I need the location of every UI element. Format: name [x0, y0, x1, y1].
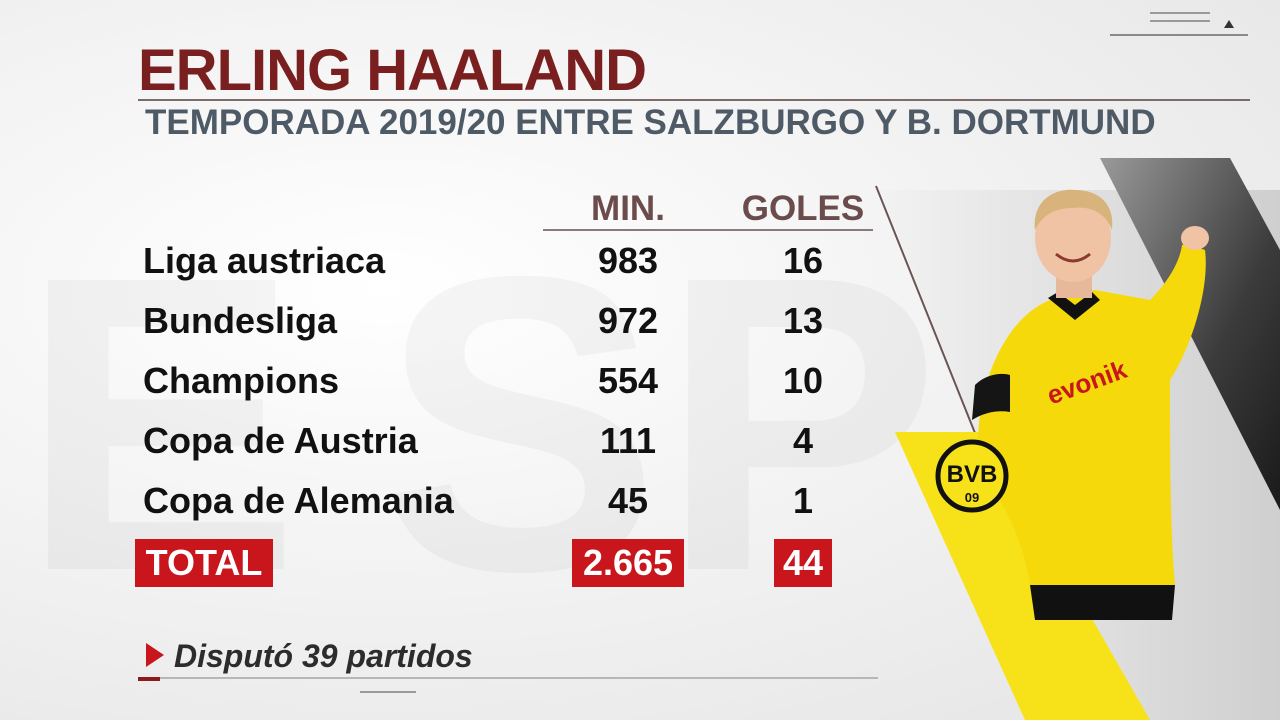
- minutes-value: 554: [597, 360, 659, 401]
- player-smile: [1055, 252, 1091, 263]
- minutes-value: 111: [599, 420, 657, 461]
- corner-rule: [1110, 34, 1248, 36]
- table-row: Champions 554 10: [0, 352, 880, 410]
- triangle-right-icon: [146, 643, 164, 667]
- table-row: Copa de Austria 111 4: [0, 412, 880, 470]
- total-minutes-box: 2.665: [572, 539, 684, 587]
- minutes-value: 983: [597, 240, 659, 281]
- minutes-value: 972: [597, 300, 659, 341]
- table-row: Bundesliga 972 13: [0, 292, 880, 350]
- minutes-value: 45: [607, 480, 649, 521]
- goals-value: 4: [792, 420, 814, 461]
- player-head: [1035, 194, 1111, 282]
- bottom-divider: [138, 677, 878, 679]
- player-collar: [1048, 292, 1100, 320]
- column-header-goals: GOLES: [741, 189, 865, 228]
- player-hand: [1181, 226, 1209, 250]
- player-arm: [1150, 240, 1202, 310]
- goals-value: 10: [782, 360, 824, 401]
- matches-note: Disputó 39 partidos: [174, 638, 473, 674]
- goals-value: 1: [792, 480, 814, 521]
- title-divider: [138, 99, 1250, 101]
- total-label-box: TOTAL: [135, 539, 273, 587]
- header-divider: [543, 229, 873, 231]
- menu-line: [1150, 12, 1210, 14]
- player-name-title: ERLING HAALAND: [138, 38, 647, 103]
- competition-label: Liga austriaca: [143, 240, 386, 281]
- table-row: Copa de Alemania 45 1: [0, 472, 880, 530]
- player-armband: [972, 373, 1010, 420]
- total-goals-box: 44: [774, 539, 832, 587]
- bottom-accent: [138, 677, 160, 681]
- player-hair: [1034, 189, 1113, 230]
- corner-menu: [1110, 8, 1250, 40]
- column-header-minutes: MIN.: [591, 189, 665, 228]
- bottom-short-rule: [360, 691, 416, 693]
- player-jersey: [978, 245, 1206, 585]
- player-photo: evonik BVB 09: [875, 158, 1280, 720]
- competition-label: Champions: [143, 360, 340, 401]
- goals-value: 16: [782, 240, 824, 281]
- season-subtitle: TEMPORADA 2019/20 ENTRE SALZBURGO Y B. D…: [145, 103, 1156, 142]
- goals-value: 13: [782, 300, 824, 341]
- bvb-badge-top-text: BVB: [947, 461, 998, 488]
- table-row: Liga austriaca 983 16: [0, 232, 880, 290]
- competition-label: Copa de Austria: [143, 420, 418, 461]
- competition-label: Bundesliga: [143, 300, 338, 341]
- competition-label: Copa de Alemania: [143, 480, 454, 521]
- bvb-badge-bottom-text: 09: [965, 490, 979, 505]
- bvb-badge: [935, 439, 1009, 513]
- triangle-up-icon: [1224, 20, 1234, 28]
- menu-line: [1150, 20, 1210, 22]
- player-shorts: [1030, 585, 1175, 620]
